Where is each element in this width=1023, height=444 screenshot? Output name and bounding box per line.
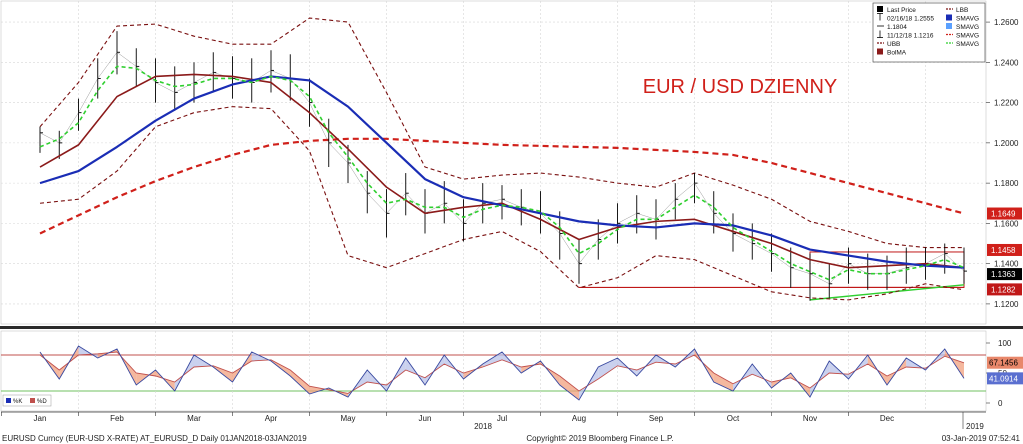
x-month-label: Oct: [727, 414, 740, 423]
chart-title: EUR / USD DZIENNY: [643, 76, 837, 98]
x-month-label: Sep: [649, 414, 664, 423]
legend-label: LBB: [956, 7, 968, 14]
legend-label: UBB: [887, 41, 900, 48]
legend-label: 11/12/18 1.1216: [887, 33, 934, 40]
price-tick-label: 1.2600: [994, 18, 1019, 27]
square-icon: [877, 48, 883, 55]
price-tick-label: 1.1200: [994, 300, 1019, 309]
trend-line: [809, 284, 965, 301]
stochastic-legend-label: %D: [37, 399, 47, 405]
legend-label: 02/16/18 1.2555: [887, 16, 934, 23]
square-icon: [30, 398, 35, 403]
stochastic-tick-label: 0: [998, 399, 1003, 408]
price-tick-label: 1.2200: [994, 99, 1019, 108]
x-month-label: May: [340, 414, 355, 423]
price-badge: [987, 283, 1022, 296]
stochastic-legend: %K %D: [2, 394, 52, 407]
legend-label: SMAVG: [956, 16, 979, 23]
price-badge-text: 1.1458: [991, 246, 1016, 255]
x-month-label: Dec: [880, 414, 894, 423]
x-month-label: Mar: [187, 414, 201, 423]
x-month-label: Nov: [803, 414, 817, 423]
price-badge-text: 1.1363: [991, 270, 1016, 279]
legend-frame: [872, 2, 986, 63]
stochastic-badge-text: 41.0914: [989, 374, 1018, 383]
price-tick-label: 1.1400: [994, 260, 1019, 269]
x-month-label: Aug: [572, 414, 586, 423]
price-badge-text: 1.1282: [991, 285, 1016, 294]
stochastic-fill-segment: [482, 352, 502, 367]
legend-label: Last Price: [887, 7, 916, 14]
price-grid: [1, 1, 986, 324]
stochastic-series: [39, 345, 965, 401]
price-panel: 1.1200 1.1400 1.1600 1.1800 1.2000 1.2200 1.24…: [0, 0, 1022, 325]
price-series-line: [39, 73, 965, 269]
price-badge-text: 1.1649: [991, 210, 1016, 219]
footer-source: EURUSD Curncy (EUR-USD X-RATE) AT_EURUSD…: [2, 434, 307, 443]
price-badges: 1.1649 1.1458 1.1363 1.1282: [987, 207, 1022, 296]
legend-label: SMAVG: [956, 33, 979, 40]
x-axis: Jan Feb Mar Apr May Jun Jul Aug Sep Oct Nov Dec 2018…: [1, 411, 986, 431]
stochastic-plot-area: [0, 330, 987, 412]
price-badge: [987, 207, 1022, 220]
bar-icon: [877, 6, 883, 12]
price-tick-label: 1.2400: [994, 58, 1019, 67]
stochastic-line: [39, 351, 965, 394]
stochastic-line: [39, 345, 965, 401]
stochastic-fill-segment: [559, 376, 579, 400]
x-year-label: 2018: [474, 422, 492, 431]
stochastic-badge-text: 67.1456: [989, 359, 1018, 368]
legend-label: SMAVG: [956, 24, 979, 31]
footer-timestamp: 03-Jan-2019 07:52:41: [942, 434, 1021, 443]
stochastic-grid: [1, 331, 986, 411]
price-y-axis: 1.1200 1.1400 1.1600 1.1800 1.2000 1.2200 1.24…: [986, 18, 1019, 309]
price-series: [39, 17, 967, 301]
legend-label: SMAVG: [956, 41, 979, 48]
stochastic-fill-segment: [713, 373, 733, 391]
square-icon: [6, 398, 11, 403]
price-badge: [987, 243, 1022, 256]
stochastic-badges: 67.1456 41.0914: [987, 356, 1023, 385]
footer-copyright: Copyright© 2019 Bloomberg Finance L.P.: [526, 434, 673, 443]
price-tick-label: 1.2000: [994, 139, 1019, 148]
stochastic-badge: [987, 372, 1023, 385]
stochastic-tick-label: 100: [998, 339, 1012, 348]
price-badge: [987, 268, 1022, 281]
x-month-label: Jul: [497, 414, 507, 423]
x-year-label: 2019: [966, 422, 984, 431]
price-series-line: [39, 17, 964, 249]
stochastic-legend-frame: [2, 394, 52, 407]
stochastic-legend-label: %K: [13, 399, 22, 405]
price-plot-area: [0, 0, 987, 325]
square-icon: [946, 14, 952, 21]
square-icon: [946, 23, 952, 29]
price-series-line: [39, 65, 965, 281]
price-tick-label: 1.1800: [994, 179, 1019, 188]
price-tick-label: 1.1600: [994, 219, 1019, 228]
x-month-label: Apr: [265, 414, 278, 423]
stochastic-badge: [987, 356, 1023, 369]
stochastic-fill-segment: [290, 370, 310, 394]
legend-label: BolMA: [887, 50, 907, 57]
stochastic-fill-segment: [598, 358, 618, 379]
x-month-label: Feb: [110, 414, 124, 423]
footer-bar: [0, 430, 1023, 444]
panel-separator: [0, 326, 1023, 329]
x-month-label: Jan: [34, 414, 47, 423]
x-month-label: Jun: [419, 414, 432, 423]
legend-label: 1.1804: [887, 24, 907, 31]
price-path: [39, 51, 965, 285]
